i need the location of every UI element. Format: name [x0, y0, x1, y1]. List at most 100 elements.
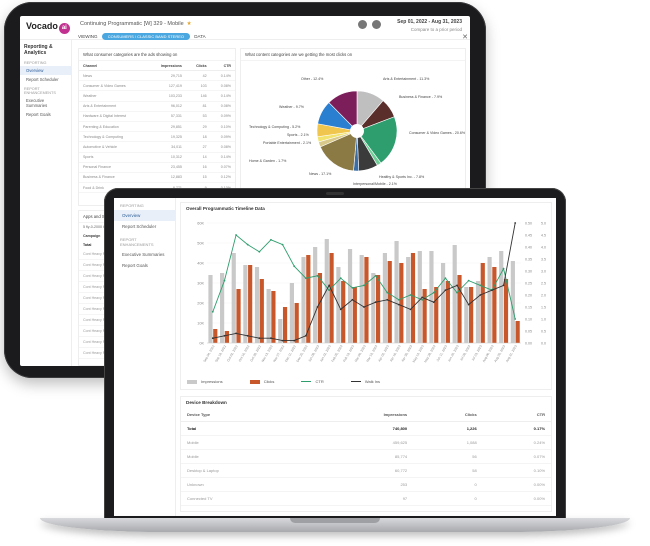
table-row[interactable]: Personal Finance 23,455 16 0.07% [79, 162, 235, 173]
col-ctr[interactable]: CTR [210, 61, 235, 71]
y2-tick-label: 0.30 [525, 269, 532, 273]
legend-impressions[interactable]: Impressions [187, 379, 223, 384]
table-cell: 0.08% [210, 141, 235, 153]
x-tick-label: Aug 31, 2023 [505, 344, 518, 363]
ctr-point [502, 267, 505, 270]
table-row[interactable]: Total 740,800 1,226 0.17% [181, 421, 551, 436]
impressions-bar [475, 281, 481, 343]
table-row[interactable]: Sports 10,312 14 0.14% [79, 152, 235, 163]
clicks-bar [224, 331, 229, 343]
y-tick-label: 20K [197, 301, 204, 305]
table-row[interactable]: Business & Finance 12,883 15 0.12% [79, 172, 235, 184]
table-row[interactable]: Technology & Computing 19,325 18 0.09% [79, 131, 235, 143]
pie-label: Arts & Entertainment - 11.3% [383, 77, 430, 81]
x-tick-label: Apr 30, 2023 [401, 344, 414, 362]
table-row[interactable]: Parenting & Education 29,851 29 0.10% [79, 121, 235, 133]
table-row[interactable]: Weather 103,233 146 0.14% [79, 90, 235, 102]
col-impressions[interactable]: Impressions [309, 408, 414, 422]
table-cell: 103,233 [146, 90, 186, 102]
col-clicks[interactable]: Clicks [413, 408, 483, 422]
y-tick-label: 30K [197, 281, 204, 285]
filter-pill[interactable]: CONSUMERS / CLASSIC BAND STEREO [101, 33, 191, 40]
pie-slice [328, 90, 358, 132]
col-channel[interactable]: Channel [79, 61, 147, 71]
sidebar-item-report-scheduler[interactable]: Report Scheduler [26, 77, 59, 82]
close-icon[interactable]: ✕ [462, 34, 468, 41]
ctr-point [246, 243, 249, 246]
table-cell: 0.09% [210, 131, 235, 143]
legend-impressions-label: Impressions [201, 379, 223, 384]
clicks-bar [422, 289, 427, 343]
table-row[interactable]: Consumer & Video Games 127,419 103 0.08% [79, 80, 235, 92]
pie-label: Portable Entertainment - 2.1% [263, 141, 312, 145]
table-cell: 29,715 [146, 70, 186, 82]
sidebar-item-overview[interactable]: Overview [20, 66, 71, 75]
walkins-point [432, 301, 435, 304]
clicks-bar [469, 287, 474, 343]
legend-walkins[interactable]: Walk Ins [350, 379, 380, 384]
y2-tick-label: 0.15 [525, 305, 532, 309]
table-row[interactable]: Arts & Entertainment 96,012 81 0.08% [79, 101, 235, 112]
clicks-bar [341, 281, 346, 343]
legend-clicks[interactable]: Clicks [249, 379, 274, 384]
table-cell: 0.08% [210, 80, 235, 92]
table-cell: 58 [413, 463, 483, 478]
col-clicks[interactable]: Clicks [185, 61, 211, 71]
table-cell: 14 [185, 152, 211, 163]
table-row[interactable]: Unknown 253 0 0.00% [181, 477, 551, 492]
clicks-bar [259, 279, 264, 343]
settings-icon[interactable] [372, 20, 381, 29]
y3-tick-label: 0.0 [541, 341, 546, 345]
legend-ctr[interactable]: CTR [301, 379, 324, 384]
table-row[interactable]: Mobile 85,774 56 0.07% [181, 449, 551, 464]
date-range-picker[interactable]: Sep 01, 2022 - Aug 31, 2023 Compare to a… [397, 19, 462, 32]
pie-label: Healthy & Sports Inc. - 7.8% [379, 175, 425, 179]
y2-tick-label: 0.10 [525, 317, 532, 321]
clicks-bar [375, 275, 381, 343]
table-row[interactable]: Hardware & Digital Interest 57,331 53 0.09% [79, 111, 235, 122]
table-row[interactable]: Connected TV 97 0 0.00% [181, 491, 551, 506]
app-logo[interactable]: Vocado ai [26, 21, 70, 34]
table-cell: 103 [185, 80, 211, 92]
sidebar-item-report-goals[interactable]: Report Goals [26, 112, 51, 117]
clicks-bar [492, 267, 497, 343]
walkins-point [421, 296, 424, 299]
table-row[interactable]: Automotive & Vehicle 34,011 27 0.08% [79, 141, 235, 153]
table-cell: Total [181, 421, 310, 436]
sidebar-item-executive-summaries[interactable]: Executive Summaries [26, 98, 48, 108]
table-cell: 15 [185, 172, 211, 184]
sidebar-item-report-goals[interactable]: Report Goals [122, 263, 148, 268]
ctr-point [374, 274, 377, 277]
impressions-bar [278, 319, 283, 343]
col-impressions[interactable]: Impressions [146, 61, 186, 71]
ctr-point [270, 238, 272, 241]
sidebar-item-overview[interactable]: Overview [114, 210, 175, 221]
col-device-type[interactable]: Device Type [181, 408, 310, 422]
compare-link[interactable]: Compare to a prior period [410, 27, 462, 32]
clicks-bar [399, 263, 404, 343]
user-icon[interactable] [358, 20, 367, 29]
y2-tick-label: 0.45 [525, 233, 532, 237]
laptop-screen: REPORTING Overview Report Scheduler REPO… [114, 198, 556, 516]
walkins-point [258, 337, 261, 340]
y2-tick-label: 0.25 [525, 281, 532, 285]
table-row[interactable]: Desktop & Laptop 60,772 58 0.10% [181, 463, 551, 478]
x-tick-label: Oct 30, 2022 [249, 344, 262, 362]
ctr-point [386, 291, 389, 294]
table-cell: Consumer & Video Games [79, 80, 147, 92]
table-row[interactable]: Mobile 459,625 1,088 0.24% [181, 435, 551, 450]
y3-tick-label: 4.5 [541, 233, 546, 237]
filter-bar: VIEWING CONSUMERS / CLASSIC BAND STEREO … [78, 33, 468, 43]
sidebar-item-executive-summaries[interactable]: Executive Summaries [122, 252, 165, 257]
pie-chart-title: What content categories are we getting t… [241, 49, 465, 61]
filter-suffix: DATA [194, 34, 206, 39]
col-ctr[interactable]: CTR [482, 408, 551, 422]
sidebar-item-report-scheduler[interactable]: Report Scheduler [122, 224, 157, 229]
pie-chart [316, 90, 398, 172]
table-cell: Mobile [181, 449, 310, 464]
table-row[interactable]: News 29,715 42 0.14% [79, 70, 235, 82]
star-icon[interactable]: ★ [186, 21, 192, 27]
pie-label: Business & Finance - 7.9% [399, 95, 443, 99]
table-cell: Automotive & Vehicle [79, 141, 147, 153]
walkins-point [246, 334, 249, 337]
